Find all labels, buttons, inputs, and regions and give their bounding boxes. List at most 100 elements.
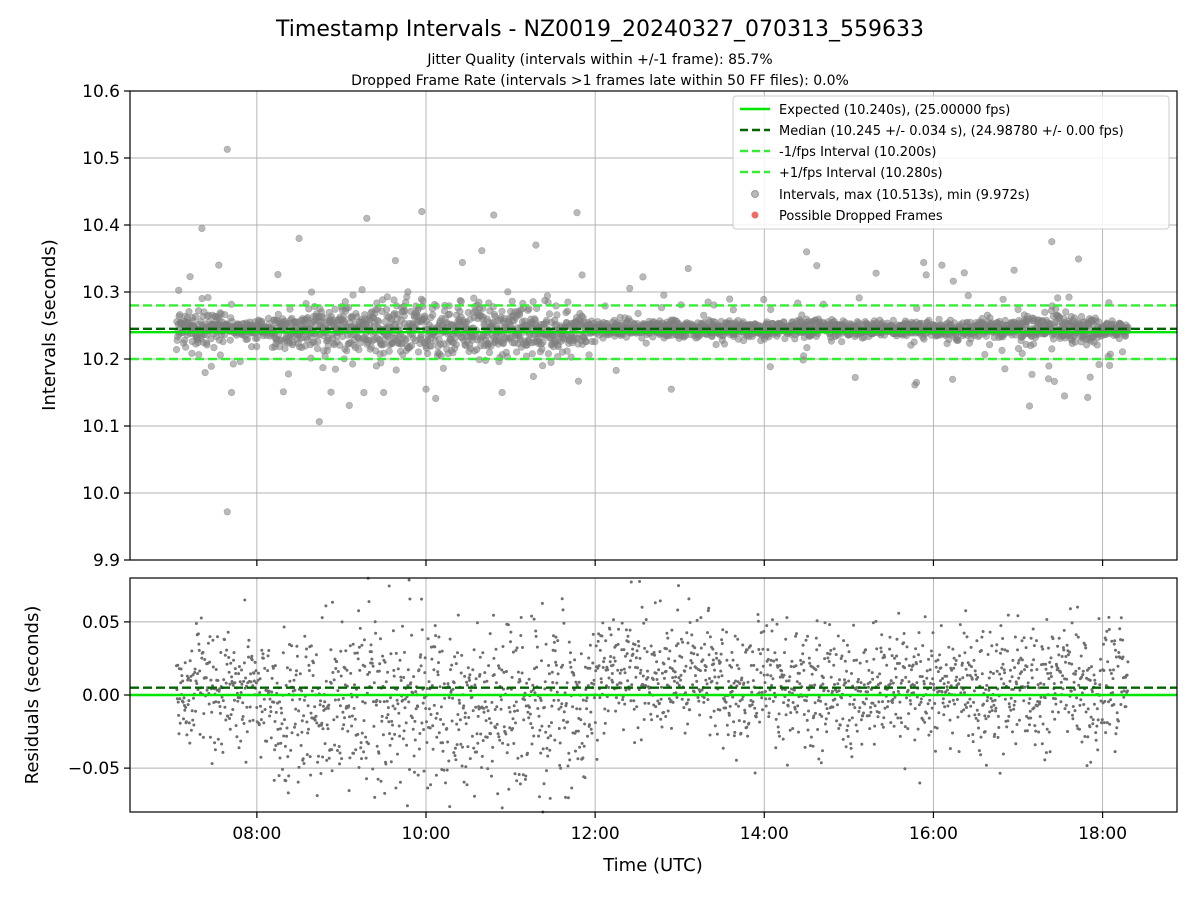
residual-point — [556, 672, 560, 676]
residual-point — [1081, 673, 1085, 677]
residual-point — [625, 652, 629, 656]
interval-point — [1062, 308, 1070, 316]
top-y-tick-label: 10.2 — [82, 350, 120, 370]
residual-point — [1012, 707, 1016, 711]
interval-point — [490, 211, 498, 219]
residual-point — [349, 671, 353, 675]
residual-point — [227, 670, 231, 674]
residual-point — [238, 680, 242, 684]
residual-point — [460, 764, 464, 768]
residual-point — [313, 705, 317, 709]
interval-point — [331, 365, 340, 373]
residual-point — [442, 768, 446, 772]
residual-point — [946, 681, 950, 684]
interval-point — [432, 394, 440, 403]
residual-point — [187, 676, 190, 680]
residual-point — [425, 720, 428, 724]
residual-point — [938, 653, 942, 657]
residual-point — [1052, 682, 1056, 686]
residual-point — [321, 704, 325, 708]
residual-point — [847, 679, 851, 683]
residual-point — [290, 698, 294, 702]
residual-point — [192, 723, 196, 727]
residual-point — [688, 621, 692, 624]
interval-point — [201, 369, 209, 377]
interval-point — [226, 336, 234, 344]
residual-point — [631, 647, 635, 651]
interval-point — [392, 366, 400, 374]
interval-point — [999, 295, 1007, 303]
residual-point — [294, 707, 298, 711]
interval-point — [799, 352, 808, 360]
residual-point — [858, 661, 862, 665]
residual-point — [365, 777, 368, 781]
residual-point — [232, 651, 236, 655]
residual-point — [518, 679, 522, 683]
residual-point — [441, 722, 445, 726]
residual-point — [302, 714, 306, 718]
residual-point — [223, 638, 226, 642]
residual-point — [915, 681, 919, 685]
residual-point — [958, 654, 961, 658]
residual-point — [1044, 662, 1048, 666]
residual-point — [960, 661, 964, 665]
residual-point — [790, 659, 794, 663]
residual-point — [1053, 717, 1057, 721]
residual-point — [475, 732, 479, 736]
residual-point — [623, 702, 627, 706]
residual-point — [320, 721, 324, 725]
residual-point — [976, 719, 980, 723]
interval-point — [216, 351, 224, 359]
residual-point — [681, 640, 685, 644]
residual-point — [1018, 688, 1022, 692]
residual-point — [510, 675, 514, 679]
interval-point — [198, 224, 206, 232]
residual-point — [453, 754, 457, 758]
residual-point — [1068, 650, 1072, 654]
residual-point — [330, 748, 334, 752]
residual-point — [864, 697, 868, 701]
residual-point — [802, 713, 806, 716]
residual-point — [672, 679, 676, 683]
residual-point — [224, 681, 228, 685]
residual-point — [1020, 639, 1024, 643]
interval-point — [720, 340, 729, 348]
residual-point — [423, 671, 427, 675]
residual-point — [1007, 702, 1011, 706]
interval-point — [319, 364, 327, 372]
residual-point — [862, 711, 865, 715]
residual-point — [478, 673, 482, 676]
interval-point — [855, 294, 863, 302]
residual-point — [725, 723, 729, 727]
residual-point — [213, 741, 217, 745]
residual-point — [970, 665, 973, 669]
residual-point — [963, 703, 967, 707]
residual-point — [242, 679, 246, 683]
residual-point — [1002, 682, 1006, 686]
legend: Expected (10.240s), (25.00000 fps) Media… — [732, 95, 1170, 230]
residual-point — [1001, 637, 1005, 640]
residual-point — [620, 621, 624, 625]
residual-point — [224, 718, 228, 722]
residual-point — [902, 632, 906, 635]
residual-point — [913, 707, 917, 711]
residual-point — [823, 657, 827, 661]
residual-point — [1065, 643, 1069, 647]
residual-point — [177, 713, 181, 717]
residual-point — [222, 678, 226, 682]
residual-point — [927, 657, 930, 661]
residual-point — [1024, 646, 1028, 650]
residual-point — [713, 668, 716, 672]
residual-point — [962, 708, 966, 712]
residual-point — [566, 796, 570, 800]
interval-point — [1001, 365, 1009, 373]
residual-point — [903, 767, 907, 771]
residual-point — [600, 634, 604, 638]
residual-point — [545, 746, 549, 750]
residual-point — [523, 698, 527, 702]
residual-point — [1014, 742, 1018, 746]
residual-point — [915, 662, 918, 666]
residual-point — [547, 724, 551, 728]
residual-point — [756, 613, 760, 616]
residual-point — [619, 668, 623, 672]
